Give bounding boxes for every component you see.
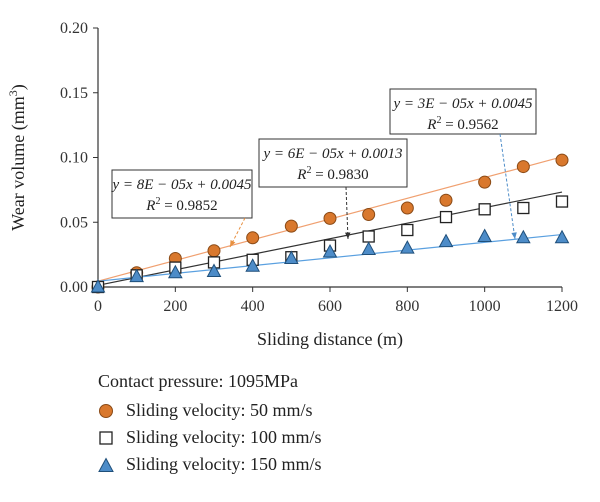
square-marker-icon — [98, 427, 120, 449]
x-tick-label: 600 — [318, 298, 342, 315]
point-triangle — [554, 229, 570, 244]
point-triangle — [361, 241, 377, 255]
equation-text: y = 3E − 05x + 0.0045 — [391, 96, 533, 112]
annotation-arrow-head — [345, 232, 351, 239]
x-tick-label: 400 — [241, 298, 265, 315]
x-tick-label: 1000 — [469, 298, 501, 315]
wear-volume-chart: 0 200 400 600 800 1000 1200 0.00 0.05 0.10 0.15 0.2… — [6, 20, 578, 350]
point-triangle — [477, 228, 493, 242]
point-triangle — [90, 278, 106, 293]
annotation-arrow-head — [230, 240, 236, 247]
r-squared-text: R2 = 0.9830 — [296, 165, 368, 183]
triangle-marker-icon — [98, 454, 120, 476]
r-squared-text: R2 = 0.9852 — [145, 196, 217, 214]
point-circle — [284, 219, 298, 233]
equation-text: y = 8E − 05x + 0.0045 — [110, 177, 252, 193]
point-triangle — [515, 229, 531, 244]
point-triangle — [245, 258, 261, 272]
point-triangle — [399, 240, 415, 254]
point-circle — [207, 244, 221, 258]
point-circle — [400, 201, 414, 215]
annotation-arrow-line — [499, 133, 516, 240]
legend-item-50: Sliding velocity: 50 mm/s — [98, 397, 322, 424]
point-triangle — [129, 268, 145, 283]
x-tick-label: 800 — [395, 298, 419, 315]
x-axis-title: Sliding distance (m) — [257, 329, 403, 350]
x-tick-label: 200 — [163, 298, 187, 315]
y-tick-label: 0.05 — [60, 214, 88, 231]
legend-label-50: Sliding velocity: 50 mm/s — [126, 400, 313, 420]
equation-box-0 — [111, 169, 253, 219]
circle-marker-icon — [98, 400, 120, 422]
point-circle — [478, 175, 492, 189]
x-tick-label: 1200 — [546, 298, 578, 315]
y-tick-label: 0.00 — [60, 279, 88, 296]
point-square — [401, 223, 414, 237]
legend-label-150: Sliding velocity: 150 mm/s — [126, 454, 322, 474]
equation-annotations: y = 8E − 05x + 0.0045 R2 = 0.9852 y = 6E −… — [110, 88, 537, 248]
legend-item-100: Sliding velocity: 100 mm/s — [98, 424, 322, 451]
point-square — [362, 230, 375, 243]
x-tick-label: 0 — [94, 298, 102, 315]
equation-box-1 — [258, 138, 408, 188]
point-circle — [439, 193, 453, 207]
r-squared-text: R2 = 0.9562 — [426, 115, 498, 133]
y-tick-label: 0.20 — [60, 20, 88, 37]
point-circle — [323, 211, 337, 225]
point-circle — [555, 153, 569, 167]
annotation-arrow-line — [345, 186, 349, 240]
y-axis-title: Wear volume (mm3) — [6, 84, 29, 231]
equation-box-2 — [389, 88, 537, 135]
point-circle — [516, 160, 530, 174]
point-square — [517, 201, 530, 215]
point-circle — [246, 231, 260, 245]
point-triangle — [206, 263, 222, 277]
plot-axes: 0 200 400 600 800 1000 1200 0.00 0.05 0.10 0.15 0.2… — [6, 20, 578, 350]
legend-item-150: Sliding velocity: 150 mm/s — [98, 451, 322, 478]
data-points — [90, 153, 570, 294]
legend-title: Contact pressure: 1095MPa — [98, 371, 298, 391]
point-triangle — [283, 250, 299, 265]
annotation-arrow-head — [511, 232, 517, 239]
point-circle — [362, 207, 376, 221]
point-square — [439, 210, 453, 224]
y-tick-label: 0.15 — [60, 85, 88, 102]
y-tick-label: 0.10 — [60, 150, 88, 167]
point-triangle — [167, 264, 183, 279]
legend-label-100: Sliding velocity: 100 mm/s — [126, 427, 322, 447]
legend: Contact pressure: 1095MPa Sliding veloci… — [98, 368, 322, 478]
point-square — [478, 203, 491, 216]
equation-text: y = 6E − 05x + 0.0013 — [261, 146, 402, 162]
point-square — [555, 195, 569, 208]
point-triangle — [322, 243, 338, 258]
point-triangle — [438, 233, 454, 248]
